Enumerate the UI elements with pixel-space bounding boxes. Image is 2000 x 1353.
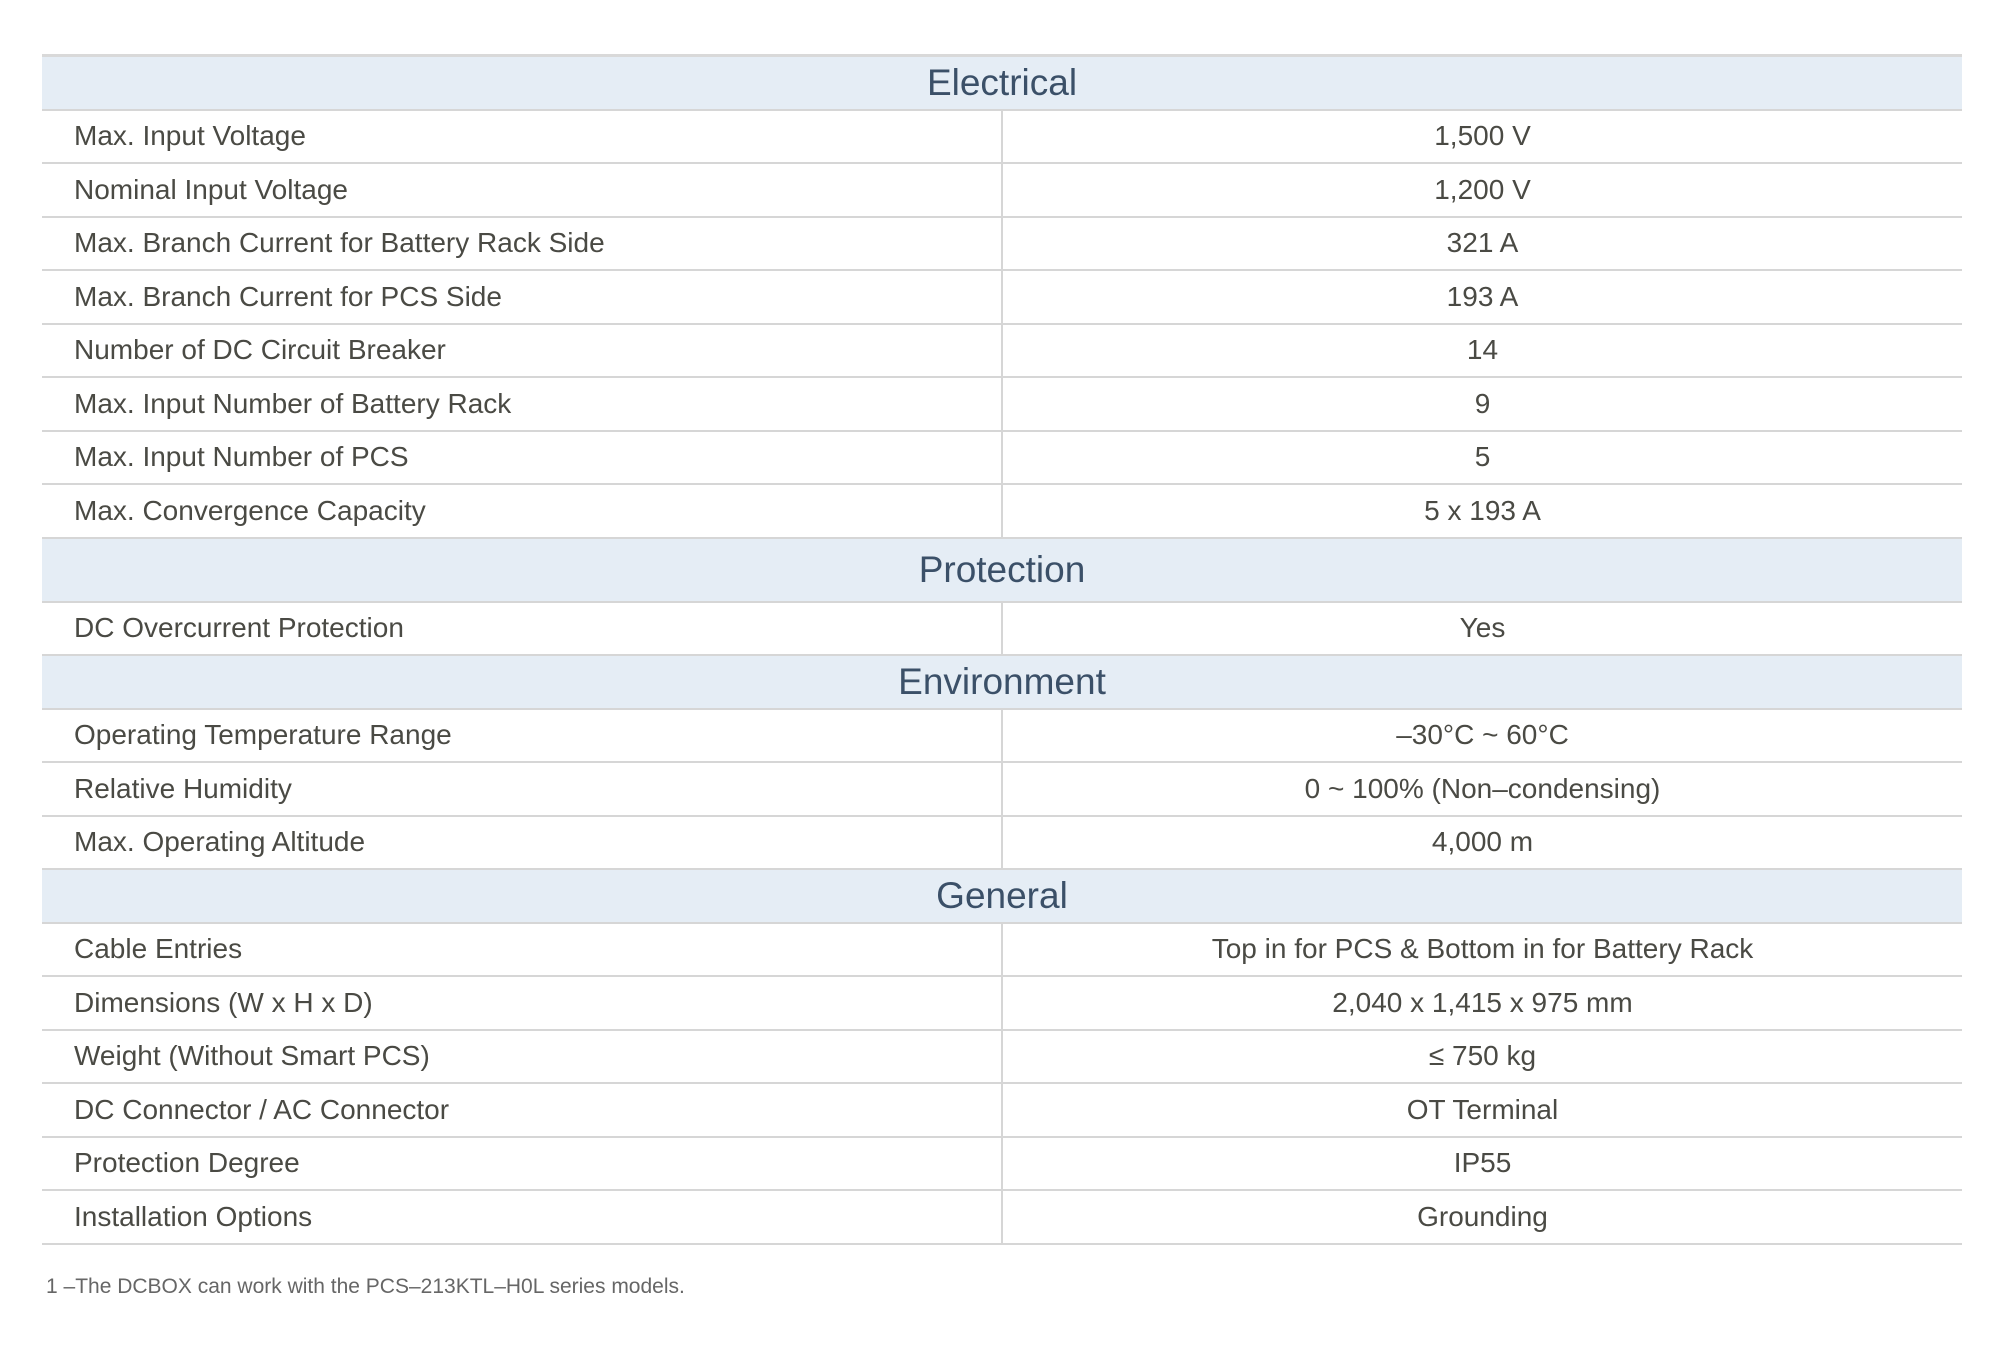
spec-label: DC Connector / AC Connector <box>42 1083 1003 1138</box>
table-row: Max. Input Number of PCS 5 <box>42 430 1962 485</box>
spec-label: Max. Input Number of Battery Rack <box>42 377 1003 432</box>
table-row: Max. Operating Altitude 4,000 m <box>42 815 1962 870</box>
section-header-environment: Environment <box>42 655 1962 710</box>
spec-value: OT Terminal <box>1002 1083 1962 1138</box>
spec-value: 0 ~ 100% (Non–condensing) <box>1002 762 1962 817</box>
spec-label: Weight (Without Smart PCS) <box>42 1029 1003 1084</box>
spec-value: Yes <box>1002 601 1962 656</box>
spec-label: Cable Entries <box>42 922 1003 977</box>
spec-label: Max. Branch Current for Battery Rack Sid… <box>42 216 1003 271</box>
spec-label: Installation Options <box>42 1190 1003 1245</box>
spec-label: Nominal Input Voltage <box>42 163 1003 218</box>
spec-table: Electrical Max. Input Voltage 1,500 V Nomin… <box>42 54 1962 1245</box>
table-row: DC Overcurrent Protection Yes <box>42 601 1962 656</box>
table-row: Max. Input Number of Battery Rack 9 <box>42 377 1962 432</box>
spec-label: Max. Operating Altitude <box>42 815 1003 870</box>
table-row: Installation Options Grounding <box>42 1190 1962 1245</box>
section-title: Environment <box>42 655 1962 710</box>
spec-value: 321 A <box>1002 216 1962 271</box>
table-row: DC Connector / AC Connector OT Terminal <box>42 1083 1962 1138</box>
table-row: Max. Branch Current for Battery Rack Sid… <box>42 216 1962 271</box>
table-row: Max. Input Voltage 1,500 V <box>42 109 1962 164</box>
spec-value: 1,500 V <box>1002 109 1962 164</box>
spec-label: Max. Convergence Capacity <box>42 484 1003 539</box>
section-header-protection: Protection <box>42 537 1962 603</box>
table-row: Cable Entries Top in for PCS & Bottom in … <box>42 922 1962 977</box>
spec-value: 14 <box>1002 323 1962 378</box>
spec-value: ≤ 750 kg <box>1002 1029 1962 1084</box>
table-row: Nominal Input Voltage 1,200 V <box>42 163 1962 218</box>
spec-label: Number of DC Circuit Breaker <box>42 323 1003 378</box>
table-row: Protection Degree IP55 <box>42 1136 1962 1191</box>
table-row: Relative Humidity 0 ~ 100% (Non–condensin… <box>42 762 1962 817</box>
spec-label: DC Overcurrent Protection <box>42 601 1003 656</box>
table-row: Weight (Without Smart PCS) ≤ 750 kg <box>42 1029 1962 1084</box>
spec-value: 2,040 x 1,415 x 975 mm <box>1002 976 1962 1031</box>
table-row: Operating Temperature Range –30°C ~ 60°C <box>42 708 1962 763</box>
spec-label: Relative Humidity <box>42 762 1003 817</box>
spec-value: 1,200 V <box>1002 163 1962 218</box>
spec-label: Max. Branch Current for PCS Side <box>42 270 1003 325</box>
spec-value: 193 A <box>1002 270 1962 325</box>
section-title: Protection <box>42 537 1962 603</box>
section-title: General <box>42 869 1962 924</box>
section-header-electrical: Electrical <box>42 54 1962 111</box>
spec-value: Grounding <box>1002 1190 1962 1245</box>
table-row: Dimensions (W x H x D) 2,040 x 1,415 x 97… <box>42 976 1962 1031</box>
footnote: 1 –The DCBOX can work with the PCS–213KT… <box>46 1275 685 1298</box>
spec-value: –30°C ~ 60°C <box>1002 708 1962 763</box>
spec-value: 5 x 193 A <box>1002 484 1962 539</box>
table-row: Number of DC Circuit Breaker 14 <box>42 323 1962 378</box>
section-title: Electrical <box>42 54 1962 111</box>
table-row: Max. Branch Current for PCS Side 193 A <box>42 270 1962 325</box>
spec-value: Top in for PCS & Bottom in for Battery R… <box>1002 922 1962 977</box>
spec-label: Max. Input Voltage <box>42 109 1003 164</box>
section-header-general: General <box>42 869 1962 924</box>
spec-label: Protection Degree <box>42 1136 1003 1191</box>
spec-value: 5 <box>1002 430 1962 485</box>
spec-label: Dimensions (W x H x D) <box>42 976 1003 1031</box>
spec-label: Operating Temperature Range <box>42 708 1003 763</box>
spec-value: 9 <box>1002 377 1962 432</box>
spec-label: Max. Input Number of PCS <box>42 430 1003 485</box>
spec-value: IP55 <box>1002 1136 1962 1191</box>
spec-value: 4,000 m <box>1002 815 1962 870</box>
table-row: Max. Convergence Capacity 5 x 193 A <box>42 484 1962 539</box>
